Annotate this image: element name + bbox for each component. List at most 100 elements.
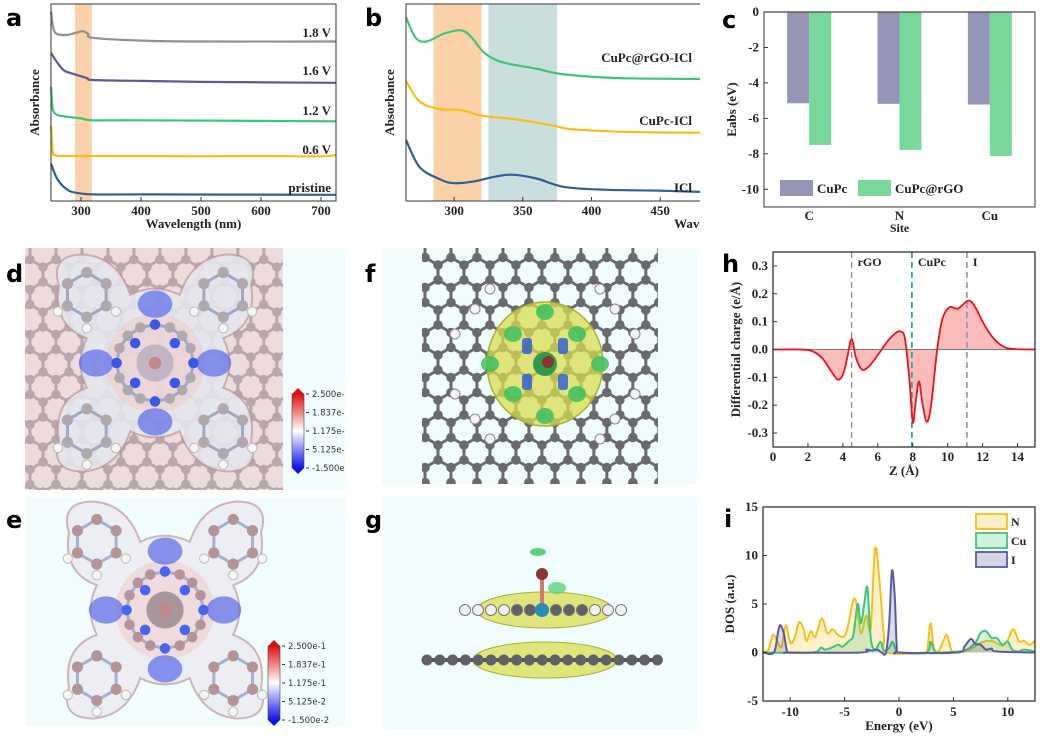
graphene-atom — [549, 654, 561, 666]
lattice-bond — [82, 240, 95, 245]
x-tick-label: -5 — [839, 704, 850, 719]
hydrogen-atom — [110, 442, 121, 454]
lattice-atom — [654, 462, 658, 473]
esp-blue-lobe — [88, 596, 124, 624]
lattice-bond — [277, 240, 290, 245]
hydrogen-atom — [594, 433, 606, 445]
carbon-atom — [81, 311, 93, 323]
lattice-atom — [38, 442, 48, 452]
x-tick-label: 12 — [976, 449, 989, 464]
colorbar-bottom-arrow — [268, 720, 280, 726]
graphene-atom — [651, 654, 663, 666]
series-label-0: 1.8 V — [302, 25, 331, 40]
lattice-atom — [563, 275, 573, 285]
lattice-atom — [433, 350, 443, 360]
carbon-atom — [185, 372, 196, 383]
hydrogen-atom — [247, 442, 258, 454]
x-tick-label: 300 — [71, 203, 91, 218]
legend-swatch-n — [975, 513, 1008, 530]
lattice-atom — [628, 252, 638, 263]
carbon-atom — [227, 558, 239, 570]
lattice-atom — [246, 352, 256, 362]
lattice-atom — [537, 455, 547, 465]
lattice-bond — [0, 440, 4, 448]
lattice-atom — [38, 397, 48, 407]
lattice-atom — [615, 350, 625, 360]
lattice-bond — [503, 240, 516, 243]
pyrrole-nitrogen — [169, 377, 181, 389]
lattice-atom — [272, 442, 282, 452]
lattice-atom — [589, 305, 599, 315]
colorbar-tick-label: 1.837e-1 — [312, 409, 345, 419]
lattice-atom — [259, 374, 269, 385]
lattice-bond — [17, 240, 30, 245]
hydrogen-atom — [199, 689, 210, 701]
lattice-atom — [550, 252, 560, 263]
graphene-atom — [511, 654, 523, 666]
y-tick-label: -0.3 — [747, 425, 768, 440]
lattice-atom — [168, 457, 178, 467]
copper-core — [158, 603, 172, 617]
legend-label-cupc-rgo: CuPc@rGO — [895, 181, 963, 196]
carbon-atom — [61, 278, 74, 290]
carbon-atom — [227, 650, 239, 662]
lattice-atom — [485, 455, 495, 465]
lattice-bond — [399, 460, 412, 468]
panel-label-d: d — [6, 260, 24, 288]
panel-h: h rGO CuPc I 0 2 4 6 8 10 12 14 0.3 0.2 0.1 0.0 -0.1 -0.… — [700, 240, 1040, 495]
lattice-atom — [285, 300, 295, 310]
pyrrole-nitrogen — [129, 337, 141, 349]
carbon-atom — [124, 619, 135, 630]
hydrogen-atom — [110, 306, 121, 317]
carbon-atom — [145, 569, 156, 580]
legend-label-i: I — [1011, 553, 1016, 567]
carbon-atom — [198, 436, 210, 448]
lattice-atom — [25, 479, 35, 490]
lattice-bond — [134, 240, 147, 245]
lattice-atom — [129, 464, 139, 475]
esp-blue-lobe — [137, 290, 173, 318]
lattice-atom — [51, 344, 61, 355]
lattice-atom — [168, 487, 178, 490]
lattice-atom — [116, 487, 126, 490]
lattice-bond — [659, 258, 672, 266]
hydrogen-atom — [91, 706, 102, 717]
lattice-atom — [511, 440, 521, 450]
lattice-atom — [433, 320, 443, 330]
lattice-bond — [399, 438, 412, 446]
lattice-atom — [537, 440, 547, 450]
x-tick-label: 700 — [311, 203, 331, 218]
lattice-atom — [485, 305, 495, 315]
lattice-atom — [272, 457, 282, 467]
cupc-molecule — [62, 500, 268, 720]
lattice-atom — [103, 479, 113, 490]
lattice-atom — [129, 434, 139, 445]
lattice-bond — [386, 483, 399, 491]
series-line-pristine — [49, 163, 337, 196]
lattice-atom — [51, 374, 61, 385]
hydrogen-atom — [189, 306, 200, 317]
lattice-bond — [685, 258, 698, 266]
copper-core — [148, 356, 162, 370]
graphene-atom — [587, 654, 599, 666]
lattice-bond — [303, 260, 316, 268]
lattice-atom — [563, 440, 573, 450]
lattice-atom — [25, 329, 35, 340]
lattice-atom — [103, 464, 113, 475]
lattice-atom — [498, 282, 508, 293]
panel-d: d 2.500e-1 1.837e-1 1.175e-1 5.125e-2 -1.500… — [0, 240, 345, 490]
lattice-atom — [25, 434, 35, 445]
panel-label-a: a — [6, 4, 23, 32]
lattice-atom — [168, 262, 178, 272]
lattice-bond — [4, 305, 17, 313]
carbon-atom — [198, 278, 210, 290]
lattice-atom — [25, 464, 35, 475]
x-tick-label: 14 — [1011, 449, 1025, 464]
lattice-atom — [446, 252, 456, 263]
x-tick-label: Cu — [982, 208, 999, 223]
lattice-bond — [329, 282, 342, 290]
lattice-bond — [199, 240, 212, 245]
bar-cupc-rgo-n — [899, 12, 922, 150]
lattice-atom — [537, 260, 547, 270]
lattice-atom — [641, 365, 651, 375]
